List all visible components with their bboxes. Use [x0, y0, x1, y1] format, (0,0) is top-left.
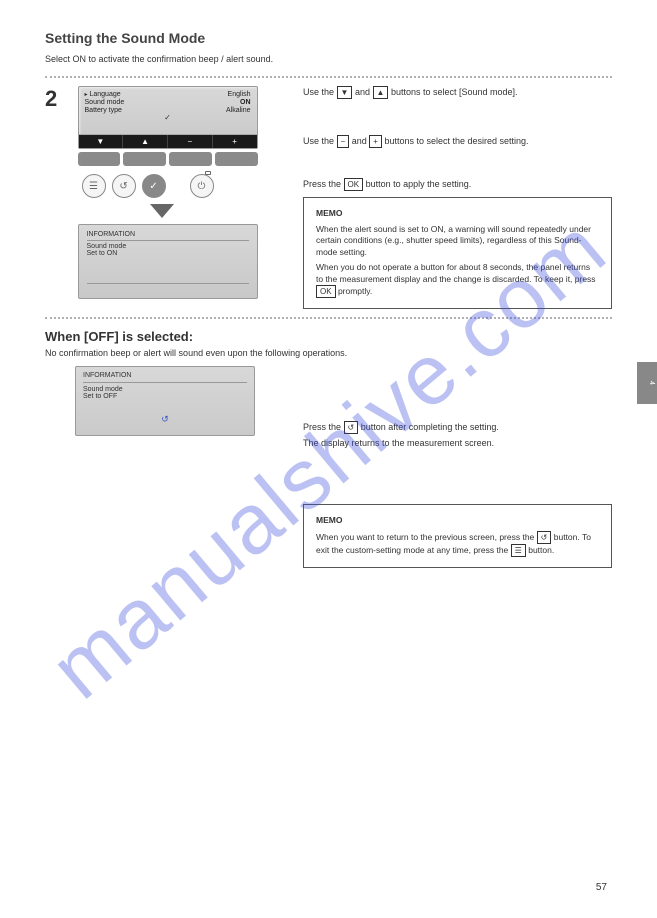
- soft-button-1[interactable]: [78, 152, 121, 166]
- control-down-icon: ▼: [79, 135, 124, 148]
- control-up-icon: ▲: [123, 135, 168, 148]
- lcd-off-title: INFORMATION: [83, 372, 247, 379]
- step2-line2: Use the − and + buttons to select the de…: [303, 135, 612, 148]
- lcd-result-panel: INFORMATION Sound mode Set to ON: [78, 224, 258, 299]
- lcd-result-title: INFORMATION: [87, 231, 249, 238]
- ok-button[interactable]: ✓: [142, 174, 166, 198]
- soft-button-3[interactable]: [169, 152, 212, 166]
- menu-button[interactable]: ☰: [82, 174, 106, 198]
- memo2-title: MEMO: [316, 515, 599, 526]
- section-off-lead: No confirmation beep or alert will sound…: [45, 348, 612, 358]
- lcd-line1-value: English: [228, 91, 251, 98]
- step3-line1: Press the ↺ button after completing the …: [303, 421, 612, 434]
- arrow-down-icon: [150, 204, 174, 218]
- memo-title: MEMO: [316, 208, 599, 219]
- ok-key: OK: [344, 178, 364, 191]
- lcd-line1-label: Language: [89, 91, 120, 98]
- step2-line1: Use the ▼ and ▲ buttons to select [Sound…: [303, 86, 612, 99]
- step-number: 2: [45, 86, 75, 112]
- soft-button-4[interactable]: [215, 152, 258, 166]
- power-button[interactable]: ⏻: [190, 174, 214, 198]
- lcd-off-line2: Set to OFF: [83, 393, 247, 400]
- divider-2: [45, 317, 612, 319]
- gray-button-row: [78, 152, 258, 166]
- page-subtitle: Select ON to activate the confirmation b…: [45, 54, 612, 64]
- control-minus-icon: −: [168, 135, 213, 148]
- memo-body-a: When the alert sound is set to ON, a war…: [316, 224, 599, 258]
- page-number: 57: [596, 882, 607, 893]
- down-key: ▼: [337, 86, 353, 99]
- lcd-line2-value: ON: [240, 99, 251, 106]
- plus-key: +: [369, 135, 382, 148]
- step2-line3: Press the OK button to apply the setting…: [303, 178, 612, 191]
- back-button[interactable]: ↺: [112, 174, 136, 198]
- section-off-title: When [OFF] is selected:: [45, 329, 612, 344]
- lcd-off-panel: INFORMATION Sound mode Set to OFF ↺: [75, 366, 255, 436]
- lcd-check-icon: ✓: [85, 113, 251, 122]
- memo2-body: When you want to return to the previous …: [316, 531, 599, 557]
- memo-box-1: MEMO When the alert sound is set to ON, …: [303, 197, 612, 309]
- lcd-control-bar: ▼ ▲ − +: [79, 135, 257, 148]
- lcd-line2-label: Sound mode: [85, 99, 125, 106]
- back-icon: ↺: [161, 414, 169, 424]
- lcd-menu-panel: ▸ LanguageEnglish Sound modeON Battery t…: [78, 86, 258, 149]
- lcd-result-line2: Set to ON: [87, 250, 249, 257]
- step3-extra: The display returns to the measurement s…: [303, 437, 612, 449]
- up-key: ▲: [373, 86, 389, 99]
- lcd-result-line1: Sound mode: [87, 243, 249, 250]
- back-key-2: ↺: [537, 531, 552, 544]
- memo-body-b: When you do not operate a button for abo…: [316, 262, 599, 298]
- page-title: Setting the Sound Mode: [45, 30, 612, 46]
- divider: [45, 76, 612, 78]
- back-key: ↺: [344, 421, 359, 434]
- soft-button-2[interactable]: [123, 152, 166, 166]
- minus-key: −: [337, 135, 350, 148]
- memo-box-2: MEMO When you want to return to the prev…: [303, 504, 612, 567]
- lcd-off-line1: Sound mode: [83, 386, 247, 393]
- ok-key-2: OK: [316, 285, 336, 298]
- control-plus-icon: +: [213, 135, 257, 148]
- menu-key: ☰: [511, 544, 526, 557]
